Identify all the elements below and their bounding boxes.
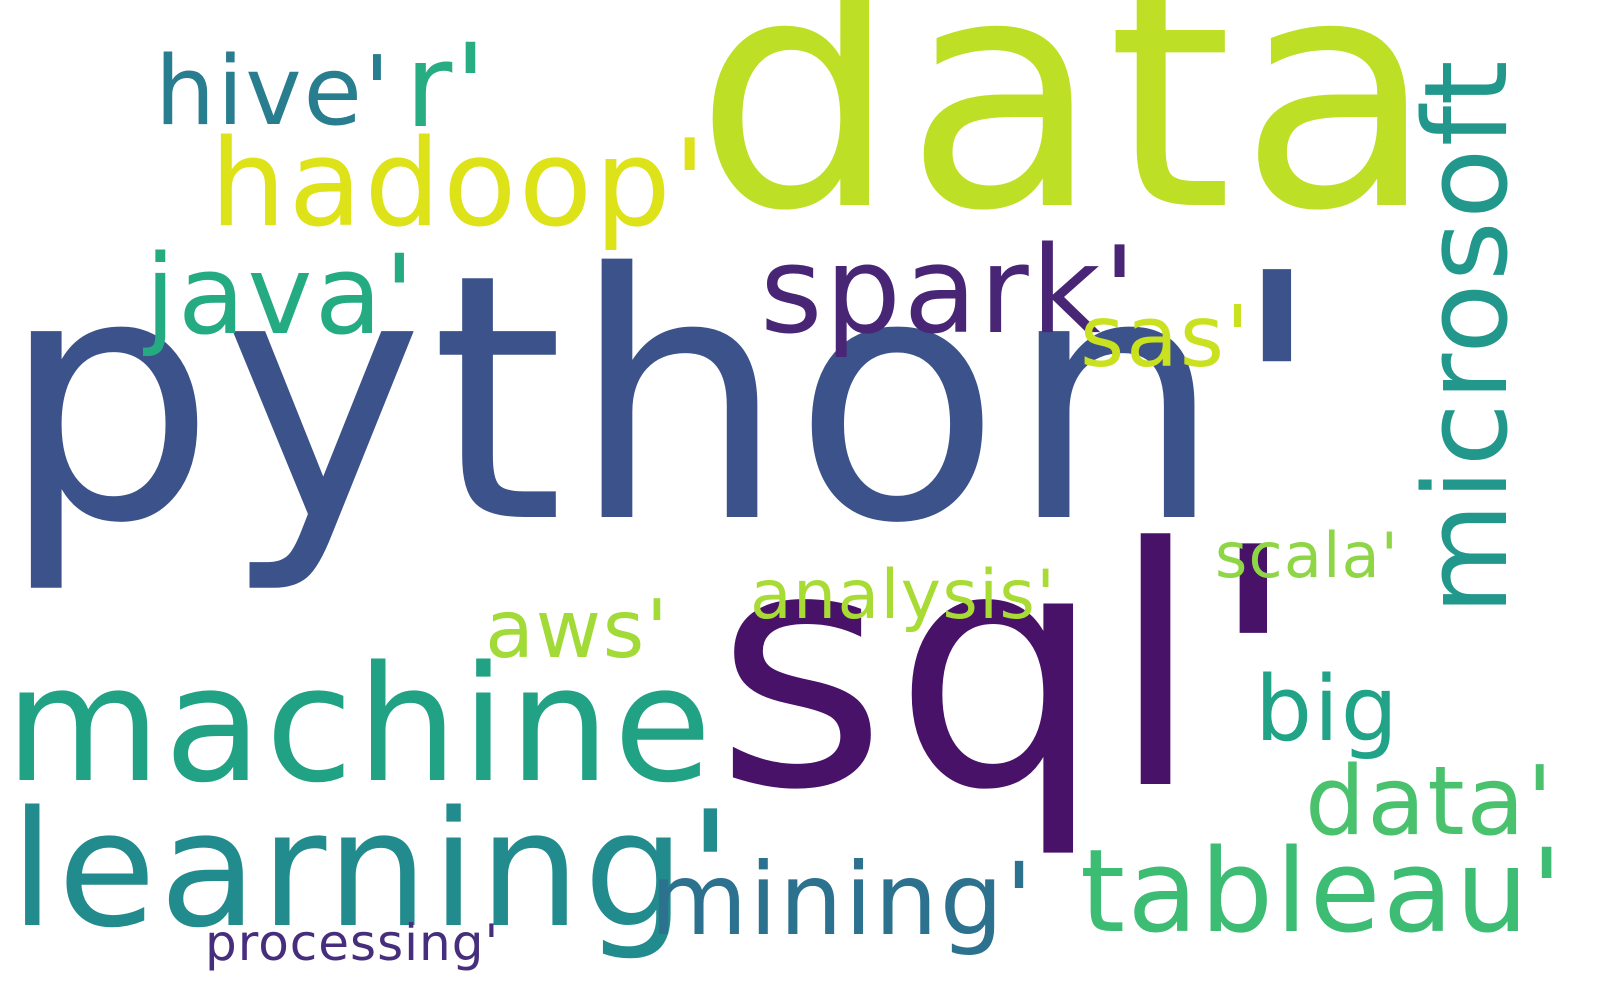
word-tableau: tableau' bbox=[1080, 825, 1565, 959]
word-analysis: analysis' bbox=[750, 556, 1057, 635]
word-mining: mining' bbox=[650, 841, 1035, 958]
word-processing: processing' bbox=[205, 914, 500, 972]
word-sas: sas' bbox=[1080, 288, 1251, 387]
word-spark: spark' bbox=[760, 222, 1139, 361]
word-scala: scala' bbox=[1215, 519, 1400, 592]
word-data-small: data' bbox=[1305, 747, 1555, 857]
word-microsoft: microsoft bbox=[1400, 58, 1534, 615]
word-r: r' bbox=[405, 20, 489, 154]
word-hadoop: hadoop' bbox=[210, 115, 709, 254]
word-sql: sql' bbox=[715, 478, 1306, 862]
word-python: python' bbox=[0, 202, 1331, 598]
word-java: java' bbox=[145, 231, 417, 359]
word-hive: hive' bbox=[155, 37, 392, 147]
word-learning: learning' bbox=[10, 776, 736, 963]
word-big: big bbox=[1255, 657, 1400, 762]
word-aws: aws' bbox=[485, 583, 670, 676]
word-data-large: data bbox=[695, 0, 1442, 281]
word-machine: machine bbox=[5, 631, 715, 818]
